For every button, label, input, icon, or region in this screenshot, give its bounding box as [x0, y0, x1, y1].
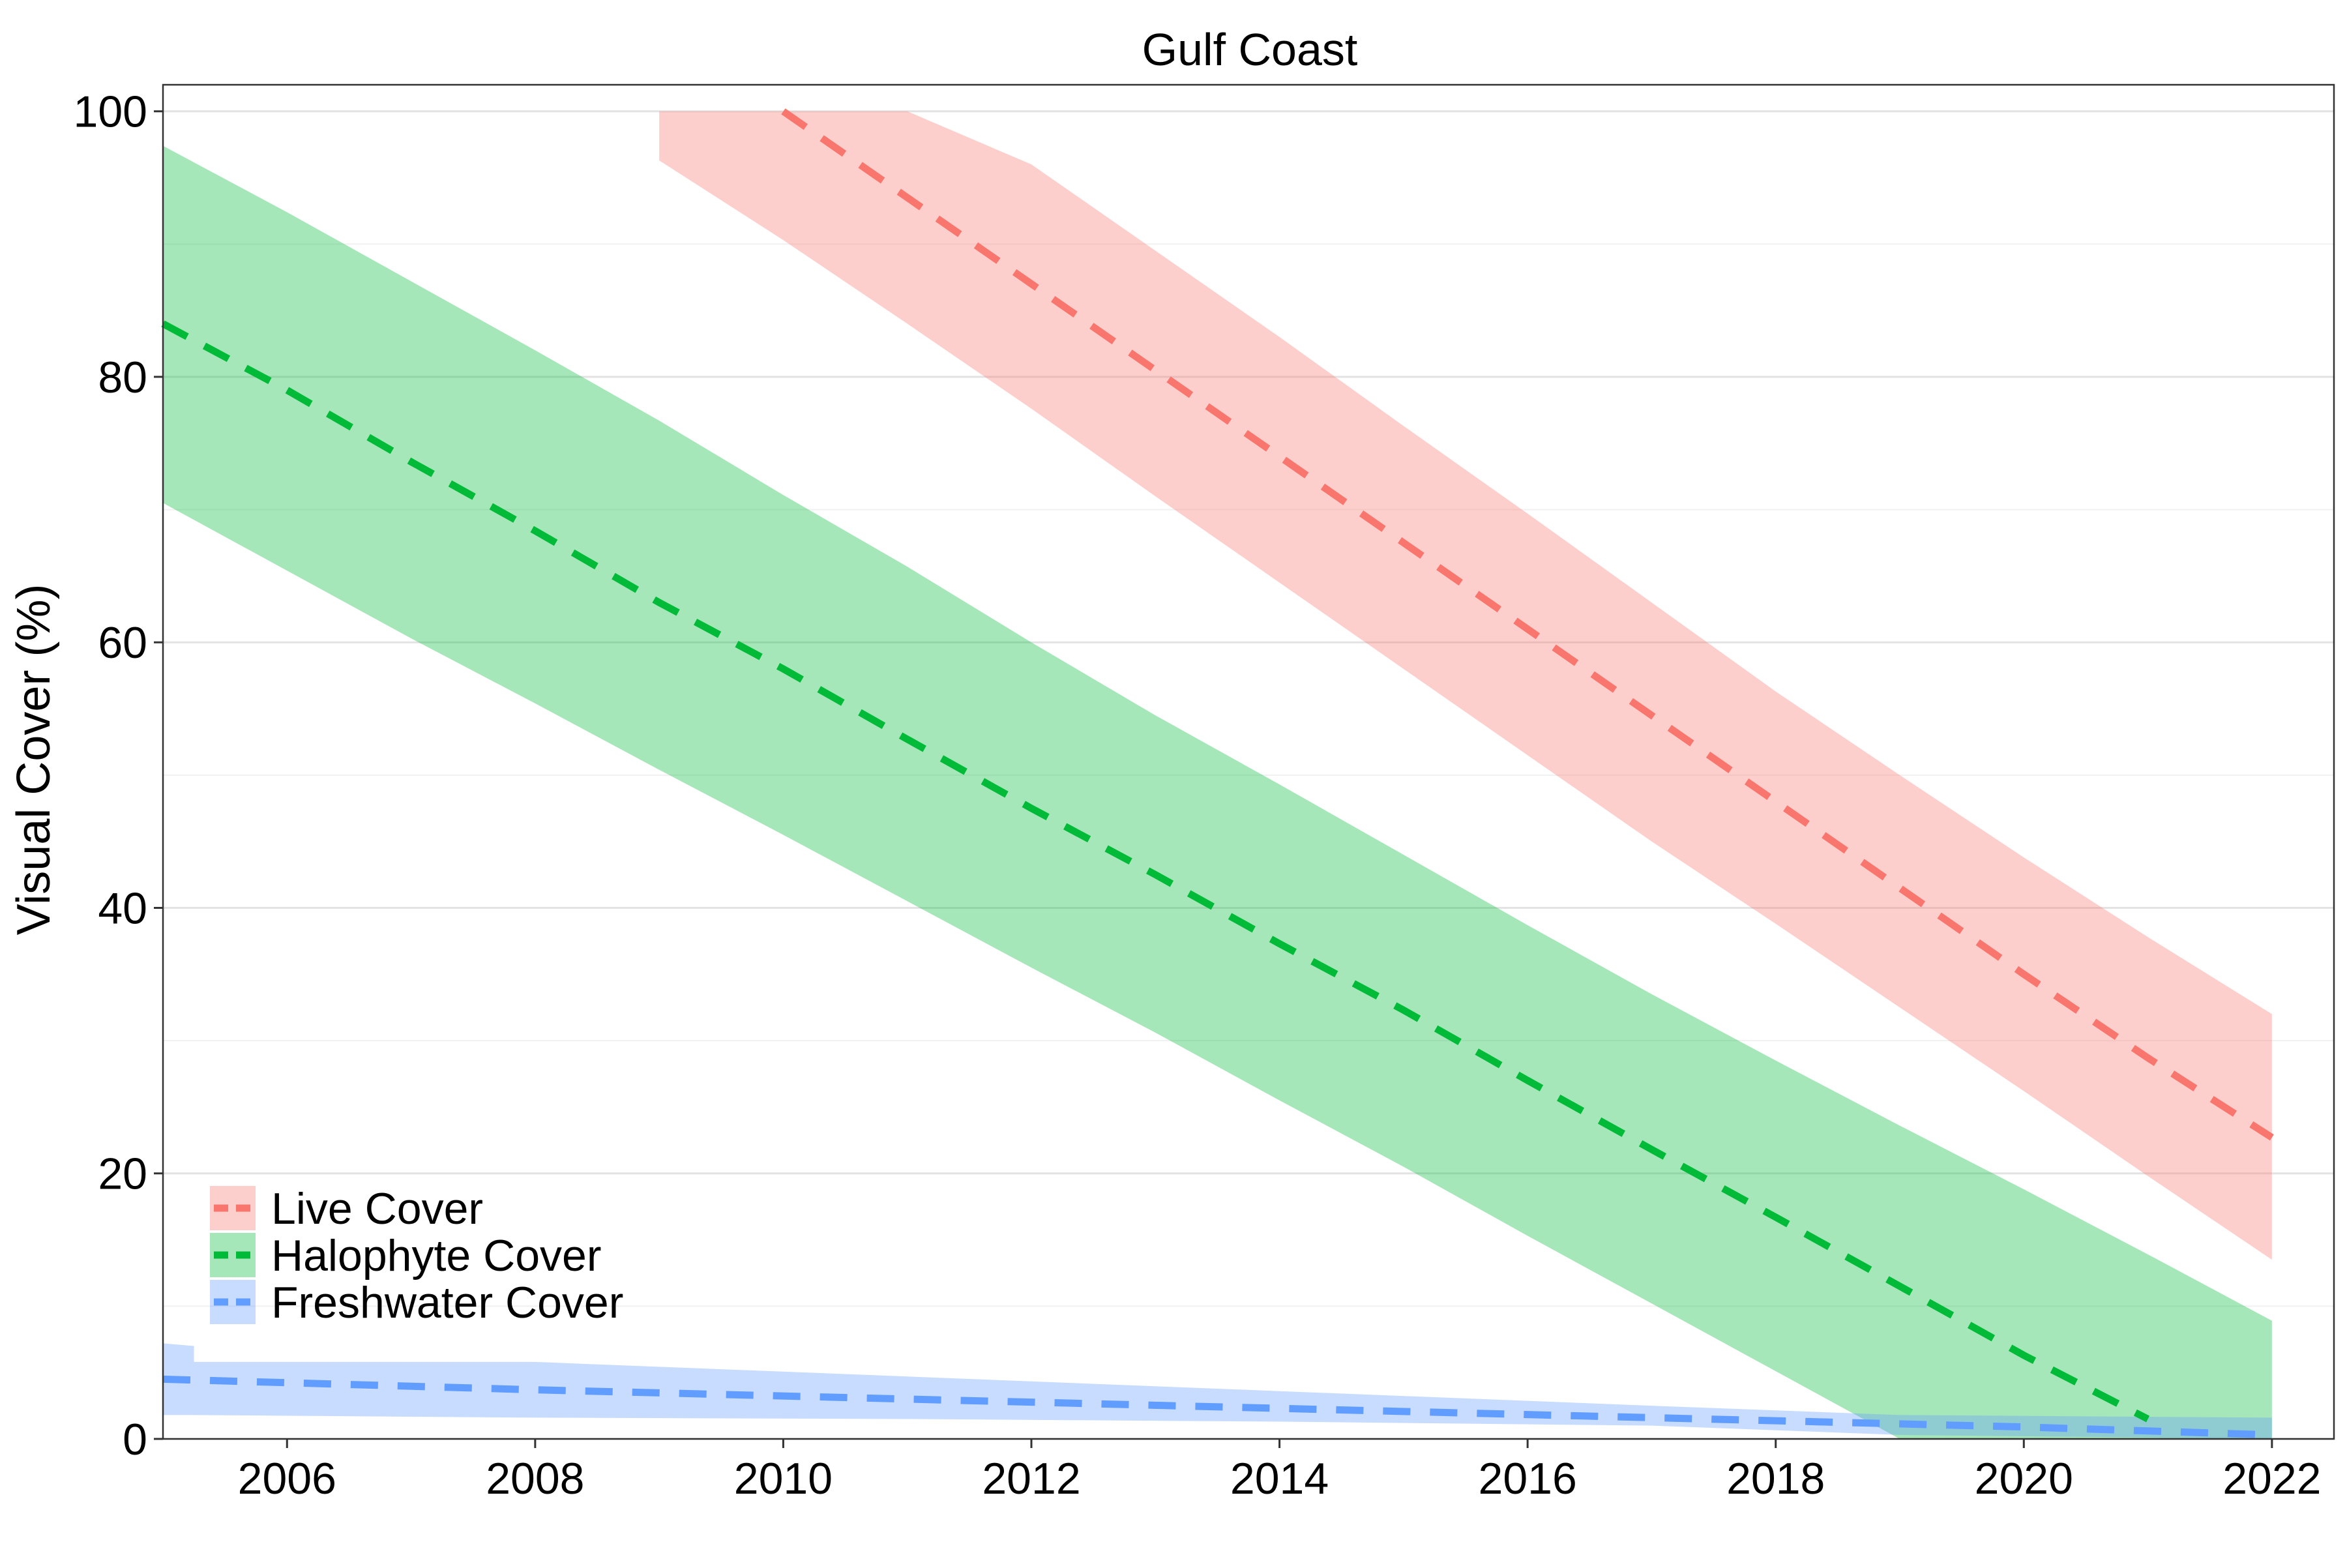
- y-tick-label: 100: [74, 87, 147, 137]
- y-tick-label: 20: [98, 1149, 147, 1199]
- x-tick-label: 2022: [2222, 1454, 2321, 1503]
- x-tick-label: 2008: [486, 1454, 584, 1503]
- trend-lines: [161, 108, 2274, 1439]
- ribbon-halophyte-cover: [163, 145, 2272, 1440]
- line-halophyte-cover: [161, 320, 2150, 1423]
- legend-label-freshwater-cover: Freshwater Cover: [271, 1278, 623, 1327]
- x-tick-label: 2006: [238, 1454, 336, 1503]
- legend-label-live-cover: Live Cover: [271, 1184, 483, 1234]
- y-tick-label: 40: [98, 883, 147, 933]
- confidence-ribbons: [163, 111, 2272, 1440]
- y-tick-label: 0: [123, 1415, 147, 1464]
- grid-lines: [163, 110, 2334, 1440]
- x-tick-label: 2014: [1230, 1454, 1329, 1503]
- line-live-cover: [781, 108, 2274, 1141]
- plot-border: [162, 83, 2335, 1440]
- x-tick-label: 2016: [1479, 1454, 1577, 1503]
- y-tick-label: 60: [98, 618, 147, 668]
- y-axis-title: Visual Cover (%): [8, 584, 60, 936]
- x-tick-label: 2012: [982, 1454, 1080, 1503]
- x-tick-label: 2018: [1726, 1454, 1825, 1503]
- chart-title: Gulf Coast: [1142, 24, 1358, 75]
- plot-panel: [163, 85, 2334, 1439]
- ribbon-live-cover: [659, 111, 2272, 1260]
- y-tick-label: 80: [98, 353, 147, 402]
- ribbon-freshwater-cover: [163, 1343, 2272, 1439]
- legend-label-halophyte-cover: Halophyte Cover: [271, 1231, 601, 1280]
- axes: 0 20 40 60 80 100 2006 2008 2010 2012 2014 2016 2018…: [74, 87, 2322, 1503]
- x-tick-label: 2010: [734, 1454, 833, 1503]
- x-tick-label: 2020: [1975, 1454, 2073, 1503]
